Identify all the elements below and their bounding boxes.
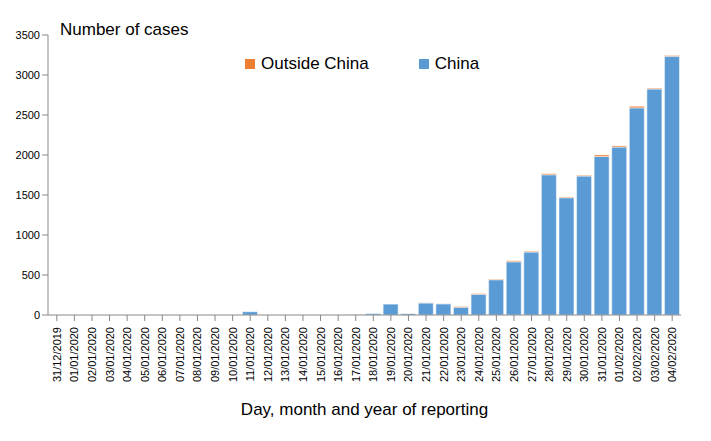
svg-text:500: 500 [22, 269, 40, 281]
svg-text:30/01/2020: 30/01/2020 [578, 327, 590, 382]
svg-text:07/01/2020: 07/01/2020 [174, 327, 186, 382]
svg-text:19/01/2020: 19/01/2020 [385, 327, 397, 382]
svg-text:1500: 1500 [16, 189, 40, 201]
svg-text:11/01/2020: 11/01/2020 [244, 327, 256, 381]
svg-text:13/01/2020: 13/01/2020 [279, 327, 291, 382]
svg-text:27/01/2020: 27/01/2020 [526, 327, 538, 382]
html-text:Number of cases: Number of cases [60, 20, 189, 39]
svg-text:25/01/2020: 25/01/2020 [490, 327, 502, 382]
html-text:Outside China: Outside China [261, 54, 369, 73]
svg-text:01/01/2020: 01/01/2020 [68, 327, 80, 382]
svg-text:21/01/2020: 21/01/2020 [420, 327, 432, 382]
svg-text:03/02/2020: 03/02/2020 [649, 327, 661, 382]
svg-text:Day, month and year of reporti: Day, month and year of reporting [241, 400, 488, 419]
svg-text:26/01/2020: 26/01/2020 [508, 327, 520, 382]
html-text:China: China [434, 54, 480, 73]
svg-text:3500: 3500 [16, 29, 40, 41]
svg-text:09/01/2020: 09/01/2020 [209, 327, 221, 382]
svg-text:1000: 1000 [16, 229, 40, 241]
svg-text:2500: 2500 [16, 109, 40, 121]
svg-text:06/01/2020: 06/01/2020 [156, 327, 168, 382]
svg-text:18/01/2020: 18/01/2020 [367, 327, 379, 382]
svg-text:17/01/2020: 17/01/2020 [350, 327, 362, 382]
svg-text:04/01/2020: 04/01/2020 [121, 327, 133, 382]
svg-text:31/01/2020: 31/01/2020 [596, 327, 608, 382]
svg-text:20/01/2020: 20/01/2020 [402, 327, 414, 382]
svg-text:03/01/2020: 03/01/2020 [104, 327, 116, 382]
svg-text:01/02/2020: 01/02/2020 [613, 327, 625, 382]
svg-text:29/01/2020: 29/01/2020 [561, 327, 573, 382]
svg-text:2000: 2000 [16, 149, 40, 161]
svg-text:10/01/2020: 10/01/2020 [227, 327, 239, 382]
svg-text:24/01/2020: 24/01/2020 [473, 327, 485, 382]
svg-text:3000: 3000 [16, 69, 40, 81]
svg-text:12/01/2020: 12/01/2020 [262, 327, 274, 382]
svg-text:22/01/2020: 22/01/2020 [438, 327, 450, 382]
svg-text:08/01/2020: 08/01/2020 [191, 327, 203, 382]
svg-text:23/01/2020: 23/01/2020 [455, 327, 467, 382]
svg-text:14/01/2020: 14/01/2020 [297, 327, 309, 382]
svg-text:02/01/2020: 02/01/2020 [86, 327, 98, 382]
svg-text:04/02/2020: 04/02/2020 [666, 327, 678, 382]
svg-text:05/01/2020: 05/01/2020 [139, 327, 151, 382]
svg-text:28/01/2020: 28/01/2020 [543, 327, 555, 382]
svg-text:16/01/2020: 16/01/2020 [332, 327, 344, 382]
svg-text:02/02/2020: 02/02/2020 [631, 327, 643, 382]
svg-text:15/01/2020: 15/01/2020 [315, 327, 327, 382]
svg-text:0: 0 [34, 309, 40, 321]
svg-text:31/12/2019: 31/12/2019 [51, 327, 63, 382]
